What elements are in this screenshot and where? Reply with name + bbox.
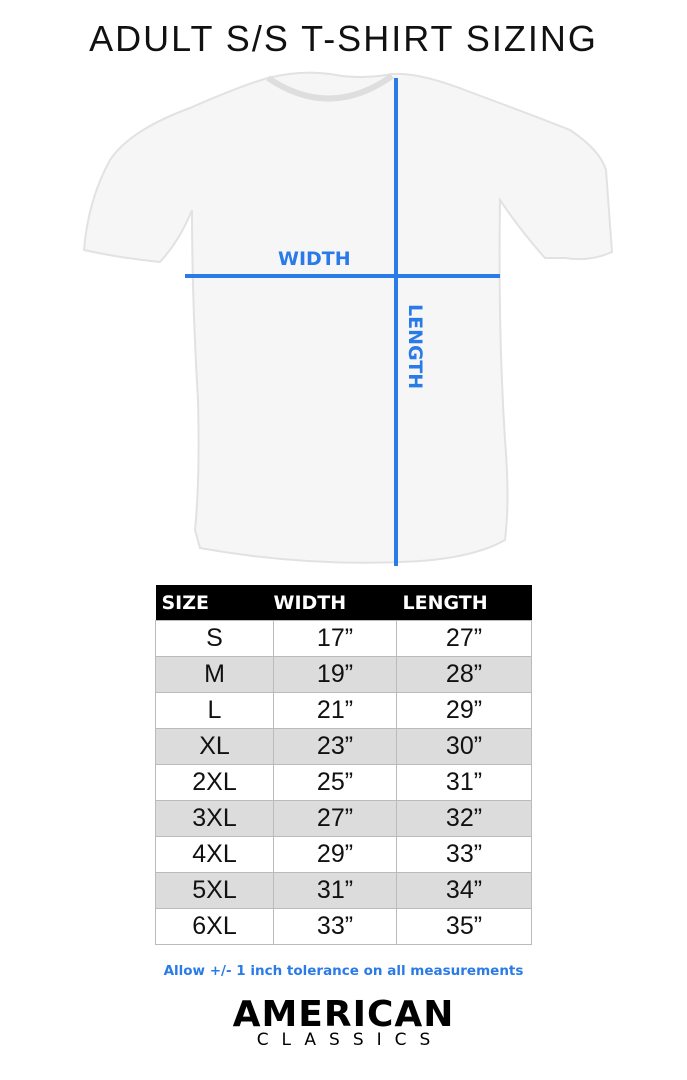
cell-width: 31”: [273, 872, 397, 909]
cell-size: 4XL: [155, 836, 274, 873]
cell-length: 34”: [396, 872, 532, 909]
table-row: S 17” 27”: [155, 620, 532, 657]
table-row: M 19” 28”: [155, 656, 532, 693]
cell-width: 33”: [273, 908, 397, 945]
table-row: 4XL 29” 33”: [155, 836, 532, 873]
cell-length: 27”: [396, 620, 532, 657]
cell-length: 29”: [396, 692, 532, 729]
cell-length: 33”: [396, 836, 532, 873]
header-width: WIDTH: [273, 585, 397, 621]
width-label: WIDTH: [278, 248, 351, 270]
cell-length: 32”: [396, 800, 532, 837]
tshirt-body: [82, 71, 614, 564]
cell-length: 30”: [396, 728, 532, 765]
cell-size: L: [155, 692, 274, 729]
cell-width: 25”: [273, 764, 397, 801]
cell-size: S: [155, 620, 274, 657]
cell-width: 23”: [273, 728, 397, 765]
size-table: SIZE WIDTH LENGTH S 17” 27” M 19” 28” L 21” 29” X…: [155, 585, 532, 945]
brand-logo: AMERICAN: [232, 994, 455, 1035]
table-row: 6XL 33” 35”: [155, 908, 532, 945]
cell-width: 29”: [273, 836, 397, 873]
table-header: SIZE WIDTH LENGTH: [155, 585, 532, 621]
table-row: XL 23” 30”: [155, 728, 532, 765]
cell-size: 5XL: [155, 872, 274, 909]
header-length: LENGTH: [396, 585, 532, 621]
cell-size: 3XL: [155, 800, 274, 837]
cell-width: 27”: [273, 800, 397, 837]
tshirt-collar: [266, 73, 394, 102]
cell-length: 28”: [396, 656, 532, 693]
page-title: ADULT S/S T-SHIRT SIZING: [89, 18, 598, 59]
tshirt-image: [82, 71, 614, 566]
cell-width: 17”: [273, 620, 397, 657]
table-row: 2XL 25” 31”: [155, 764, 532, 801]
cell-size: XL: [155, 728, 274, 765]
cell-width: 19”: [273, 656, 397, 693]
cell-size: 2XL: [155, 764, 274, 801]
cell-size: M: [155, 656, 274, 693]
cell-length: 31”: [396, 764, 532, 801]
table-row: L 21” 29”: [155, 692, 532, 729]
header-size: SIZE: [155, 585, 274, 621]
table-row: 5XL 31” 34”: [155, 872, 532, 909]
tolerance-note: Allow +/- 1 inch tolerance on all measur…: [163, 963, 524, 979]
length-label: LENGTH: [404, 304, 426, 390]
brand-logo-subtitle: CLASSICS: [256, 1030, 444, 1050]
table-row: 3XL 27” 32”: [155, 800, 532, 837]
cell-length: 35”: [396, 908, 532, 945]
cell-width: 21”: [273, 692, 397, 729]
cell-size: 6XL: [155, 908, 274, 945]
